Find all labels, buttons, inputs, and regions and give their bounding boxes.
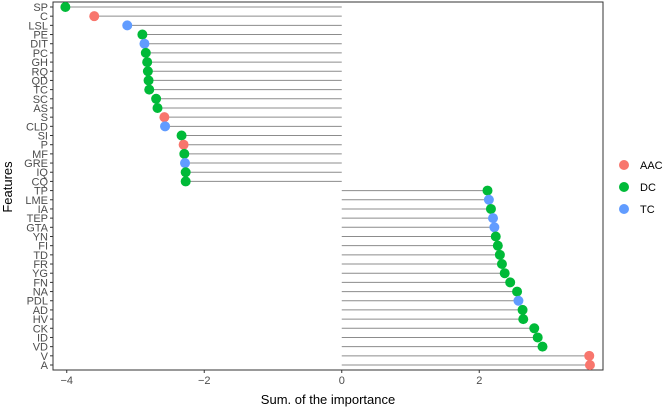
data-point — [144, 84, 155, 95]
y-tick-label: SI — [38, 131, 48, 143]
x-tick-label: 0 — [339, 375, 345, 387]
y-tick-label: A — [41, 360, 49, 372]
y-tick-label: NA — [33, 287, 49, 299]
y-tick-label: TC — [33, 85, 48, 97]
data-point — [142, 57, 153, 68]
y-tick-label: CQ — [32, 176, 49, 188]
y-tick-label: GRE — [24, 158, 48, 170]
y-tick-label: AD — [33, 305, 48, 317]
data-point — [490, 231, 501, 242]
legend-label: TC — [640, 204, 655, 216]
y-tick-label: HV — [33, 314, 49, 326]
data-point — [152, 102, 163, 113]
data-point — [160, 121, 171, 132]
data-point — [139, 38, 150, 49]
y-tick-label: LME — [25, 195, 48, 207]
data-point — [179, 148, 190, 159]
data-point — [482, 185, 493, 196]
data-point — [180, 176, 191, 187]
data-point — [60, 2, 71, 12]
y-tick-label: PC — [33, 48, 48, 60]
data-point — [499, 268, 510, 279]
data-point — [532, 332, 543, 343]
data-point — [529, 323, 540, 334]
data-point — [584, 350, 595, 361]
data-point — [512, 286, 523, 297]
legend-label: AAC — [640, 160, 663, 172]
legend-label: DC — [640, 182, 656, 194]
y-tick-label: TEP — [27, 213, 48, 225]
y-tick-label: GTA — [26, 222, 48, 234]
data-point — [496, 259, 507, 270]
data-point — [489, 222, 500, 233]
y-tick-label: AS — [33, 103, 48, 115]
data-point — [180, 167, 191, 178]
data-point — [517, 304, 528, 315]
y-tick-label: QD — [32, 75, 49, 87]
data-point — [89, 11, 100, 22]
data-point — [518, 314, 529, 325]
data-point — [483, 194, 494, 205]
data-point — [513, 295, 524, 306]
y-tick-label: FR — [33, 259, 48, 271]
legend-key — [619, 182, 629, 192]
data-point — [176, 130, 187, 141]
y-tick-label: VD — [33, 342, 48, 354]
data-point — [505, 277, 516, 288]
y-tick-label: TD — [33, 250, 48, 262]
x-tick-label: −2 — [198, 375, 211, 387]
data-point — [151, 93, 162, 104]
data-point — [584, 360, 595, 370]
y-tick-label: SC — [33, 94, 48, 106]
data-point — [159, 112, 170, 123]
y-tick-label: YN — [33, 231, 48, 243]
y-tick-label: S — [41, 112, 48, 124]
y-tick-label: IA — [38, 204, 49, 216]
y-tick-label: LSL — [28, 20, 48, 32]
y-tick-label: RQ — [32, 66, 49, 78]
x-tick-label: 2 — [476, 375, 482, 387]
data-point — [143, 75, 154, 86]
legend-key — [619, 160, 629, 170]
legend-key — [619, 204, 629, 214]
x-tick-label: −4 — [60, 375, 73, 387]
data-point — [488, 213, 498, 224]
data-point — [180, 158, 190, 169]
data-point — [492, 240, 503, 251]
data-point — [485, 203, 496, 214]
y-tick-label: YG — [32, 268, 48, 280]
plot-area: SPCLSLPEDITPCGHRQQDTCSCASSCLDSIPMFGREIQC… — [24, 1, 604, 387]
y-axis-title: Features — [0, 161, 15, 213]
y-tick-label: FI — [38, 241, 48, 253]
y-tick-label: PDL — [27, 296, 48, 308]
data-point — [137, 29, 148, 40]
y-tick-label: IQ — [36, 167, 48, 179]
y-tick-label: CK — [33, 323, 49, 335]
data-point — [140, 47, 151, 58]
plot-panel-border — [52, 1, 604, 371]
y-tick-label: TP — [34, 186, 48, 198]
y-tick-label: P — [41, 140, 48, 152]
data-point — [537, 341, 548, 352]
data-point — [142, 66, 153, 77]
y-tick-label: PE — [33, 30, 48, 42]
y-tick-label: SP — [33, 2, 48, 14]
y-tick-label: MF — [32, 149, 48, 161]
y-tick-label: ID — [37, 332, 48, 344]
data-point — [178, 139, 189, 150]
legend: AAC DC TC — [619, 160, 663, 216]
y-tick-label: GH — [32, 57, 49, 69]
y-tick-label: DIT — [30, 39, 48, 51]
data-point — [122, 20, 133, 31]
y-tick-label: V — [41, 351, 49, 363]
data-point — [494, 249, 505, 260]
y-tick-label: FN — [33, 277, 48, 289]
y-tick-label: C — [40, 11, 48, 23]
x-axis-title: Sum. of the importance — [261, 392, 395, 407]
y-tick-label: CLD — [26, 121, 48, 133]
